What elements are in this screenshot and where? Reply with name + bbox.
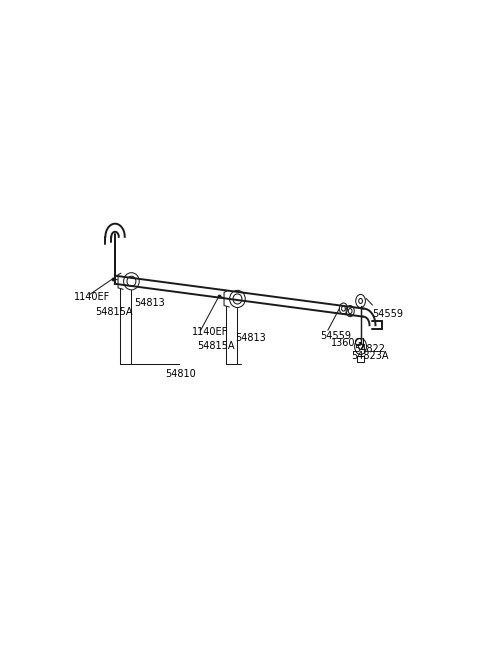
Text: 54822: 54822	[354, 344, 385, 354]
Text: 54813: 54813	[235, 333, 265, 343]
Text: 54813: 54813	[134, 298, 165, 308]
Text: 1140EF: 1140EF	[192, 327, 228, 337]
Text: 54810: 54810	[165, 369, 196, 379]
Text: 1140EF: 1140EF	[74, 292, 110, 302]
Text: 54823A: 54823A	[351, 352, 388, 361]
Text: 1360GJ: 1360GJ	[331, 338, 366, 348]
Text: 54559: 54559	[372, 308, 404, 319]
Text: 54815A: 54815A	[96, 307, 133, 317]
Text: 54815A: 54815A	[197, 341, 234, 352]
Text: 54559: 54559	[321, 331, 351, 341]
